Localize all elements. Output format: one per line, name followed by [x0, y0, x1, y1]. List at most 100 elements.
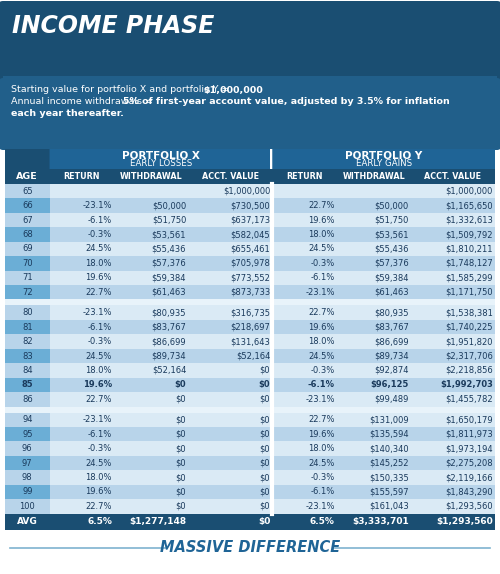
- Text: Annual income withdrawals =: Annual income withdrawals =: [11, 98, 156, 107]
- Text: $52,164: $52,164: [152, 366, 186, 375]
- Text: $0: $0: [174, 381, 186, 389]
- Bar: [114, 484, 188, 499]
- Text: 18.0%: 18.0%: [86, 473, 112, 482]
- Bar: [411, 441, 495, 456]
- Bar: [188, 305, 272, 320]
- Text: AGE: AGE: [16, 172, 38, 181]
- Bar: [114, 184, 188, 199]
- Bar: [114, 378, 188, 392]
- Text: $86,699: $86,699: [374, 337, 409, 346]
- Text: 84: 84: [22, 366, 32, 375]
- Bar: [411, 378, 495, 392]
- Text: -0.3%: -0.3%: [88, 337, 112, 346]
- Text: RETURN: RETURN: [64, 172, 100, 181]
- Bar: [272, 256, 336, 270]
- Bar: [114, 199, 188, 213]
- Text: 5% of first-year account value, adjusted by 3.5% for inflation: 5% of first-year account value, adjusted…: [123, 98, 450, 107]
- Bar: [50, 470, 114, 484]
- Text: 68: 68: [22, 230, 32, 239]
- Bar: [411, 242, 495, 256]
- FancyBboxPatch shape: [50, 149, 272, 169]
- Bar: [188, 285, 272, 300]
- Bar: [5, 363, 50, 378]
- Bar: [50, 349, 114, 363]
- Text: 22.7%: 22.7%: [308, 201, 334, 210]
- Bar: [188, 320, 272, 335]
- Bar: [411, 256, 495, 270]
- Text: $0: $0: [260, 415, 270, 424]
- Text: 69: 69: [22, 245, 32, 254]
- Text: 24.5%: 24.5%: [86, 351, 112, 360]
- Text: 24.5%: 24.5%: [308, 351, 334, 360]
- Bar: [336, 256, 411, 270]
- Text: $0: $0: [260, 502, 270, 511]
- Text: 70: 70: [22, 259, 32, 268]
- Text: 81: 81: [22, 323, 32, 332]
- Bar: [188, 349, 272, 363]
- Text: 19.6%: 19.6%: [86, 487, 112, 497]
- Bar: [411, 456, 495, 470]
- Text: 97: 97: [22, 459, 32, 468]
- Text: 99: 99: [22, 487, 32, 497]
- Text: $53,561: $53,561: [374, 230, 409, 239]
- Text: AVG: AVG: [17, 517, 38, 526]
- Text: $1,585,299: $1,585,299: [446, 273, 493, 282]
- Bar: [272, 270, 336, 285]
- Bar: [114, 456, 188, 470]
- Bar: [336, 392, 411, 406]
- Text: 96: 96: [22, 444, 32, 453]
- Bar: [114, 335, 188, 349]
- Text: $53,561: $53,561: [152, 230, 186, 239]
- Text: $131,009: $131,009: [369, 415, 409, 424]
- Bar: [272, 413, 336, 427]
- Bar: [272, 242, 336, 256]
- Bar: [5, 499, 50, 514]
- Text: 85: 85: [22, 381, 33, 389]
- Bar: [272, 427, 336, 441]
- Bar: [411, 305, 495, 320]
- Text: $2,317,706: $2,317,706: [445, 351, 493, 360]
- Bar: [5, 456, 50, 470]
- Text: $0: $0: [260, 459, 270, 468]
- Bar: [5, 305, 50, 320]
- Text: 19.6%: 19.6%: [308, 323, 334, 332]
- Bar: [336, 499, 411, 514]
- Bar: [5, 149, 50, 169]
- Text: each year thereafter.: each year thereafter.: [11, 110, 124, 118]
- Text: $1,293,560: $1,293,560: [436, 517, 493, 526]
- Bar: [50, 242, 114, 256]
- Bar: [114, 213, 188, 227]
- Bar: [336, 285, 411, 300]
- Bar: [50, 320, 114, 335]
- Text: $3,333,701: $3,333,701: [352, 517, 409, 526]
- Text: 86: 86: [22, 395, 32, 404]
- Text: $2,218,856: $2,218,856: [446, 366, 493, 375]
- FancyBboxPatch shape: [0, 78, 500, 150]
- Bar: [5, 441, 50, 456]
- Text: $0: $0: [176, 459, 186, 468]
- Bar: [411, 169, 495, 184]
- Text: 22.7%: 22.7%: [308, 308, 334, 317]
- Text: $1,509,792: $1,509,792: [446, 230, 493, 239]
- Text: $51,750: $51,750: [374, 216, 409, 224]
- Bar: [188, 470, 272, 484]
- Text: -23.1%: -23.1%: [82, 308, 112, 317]
- Text: 24.5%: 24.5%: [308, 459, 334, 468]
- Bar: [114, 349, 188, 363]
- Bar: [272, 285, 336, 300]
- Bar: [5, 213, 50, 227]
- Text: ACCT. VALUE: ACCT. VALUE: [202, 172, 258, 181]
- Text: $2,275,208: $2,275,208: [446, 459, 493, 468]
- Text: 18.0%: 18.0%: [308, 337, 334, 346]
- Bar: [114, 413, 188, 427]
- Text: 22.7%: 22.7%: [86, 288, 112, 297]
- Bar: [114, 392, 188, 406]
- Bar: [50, 514, 114, 530]
- Bar: [50, 335, 114, 349]
- FancyBboxPatch shape: [272, 149, 495, 169]
- Bar: [188, 227, 272, 242]
- Bar: [272, 169, 336, 184]
- Text: $59,384: $59,384: [374, 273, 409, 282]
- Bar: [411, 514, 495, 530]
- Text: $0: $0: [176, 487, 186, 497]
